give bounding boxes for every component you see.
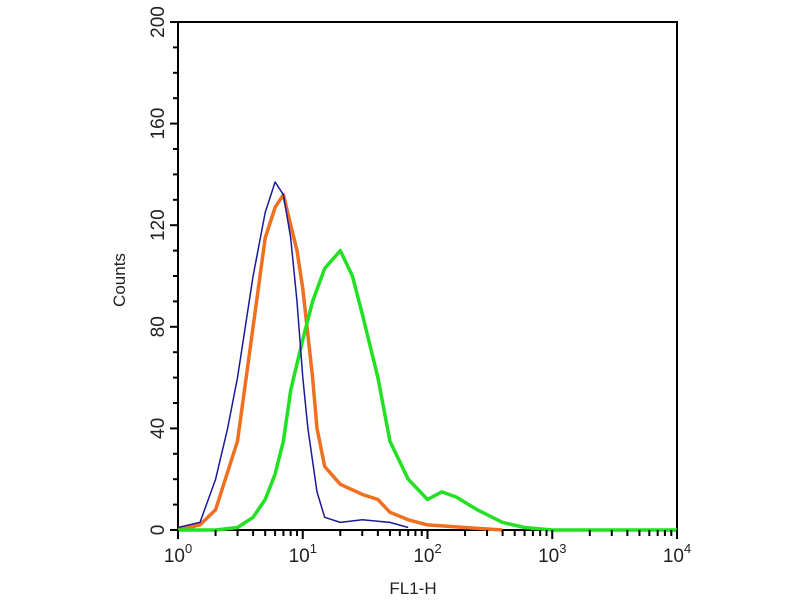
y-tick-label: 0	[148, 525, 169, 536]
x-tick-label: 103	[538, 541, 566, 567]
series-green-line	[178, 248, 677, 532]
x-tick-base: 10	[663, 546, 684, 567]
x-axis-title: FL1-H	[389, 579, 436, 598]
x-tick-exp: 3	[559, 541, 566, 556]
y-tick-label: 120	[148, 209, 169, 241]
x-tick-base: 10	[289, 546, 310, 567]
x-tick-exp: 0	[185, 541, 192, 556]
y-axis-title: Counts	[110, 253, 129, 307]
x-tick-exp: 4	[684, 541, 691, 556]
x-tick-label: 101	[289, 541, 317, 567]
series-layer	[177, 181, 677, 532]
x-tick-label: 102	[413, 541, 441, 567]
series-blue-line	[177, 181, 409, 529]
x-tick-base: 10	[413, 546, 434, 567]
series-orange-line	[177, 192, 503, 532]
y-tick-label: 80	[148, 316, 169, 337]
x-tick-label: 104	[663, 541, 691, 567]
x-tick-base: 10	[164, 546, 185, 567]
y-tick-label: 160	[148, 108, 169, 140]
x-tick-label: 100	[164, 541, 192, 567]
x-tick-exp: 1	[310, 541, 317, 556]
y-tick-label: 40	[148, 418, 169, 439]
y-tick-label: 200	[148, 6, 169, 38]
x-tick-exp: 2	[434, 541, 441, 556]
x-tick-base: 10	[538, 546, 559, 567]
